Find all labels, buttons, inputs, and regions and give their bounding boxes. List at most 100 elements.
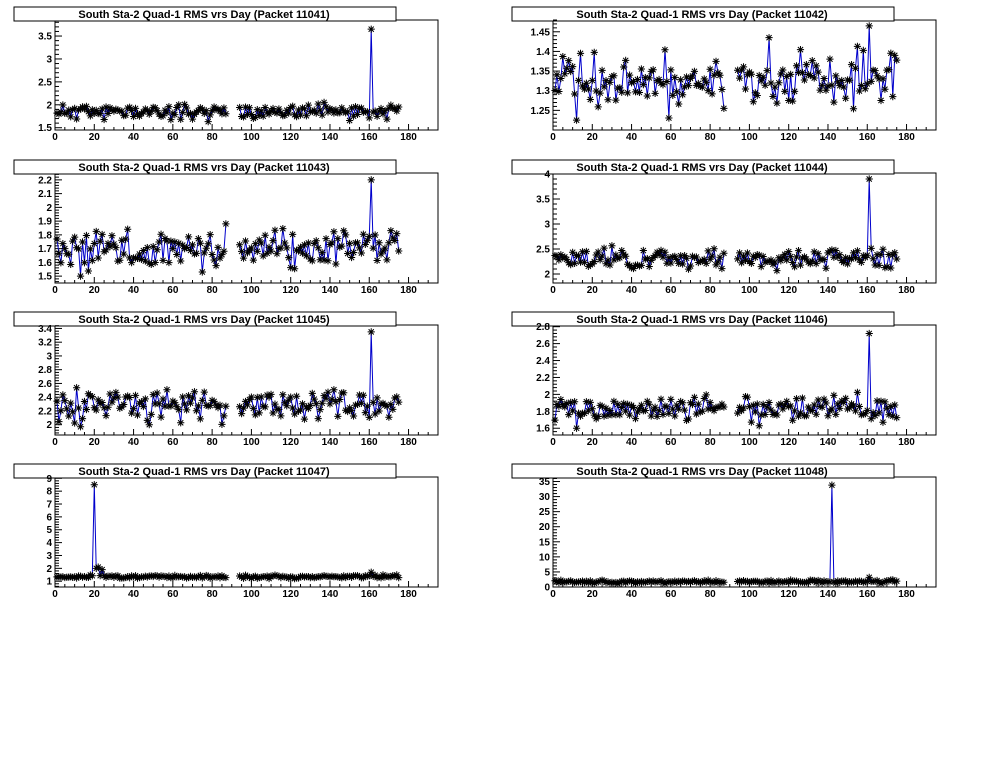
data-point — [190, 573, 199, 581]
data-point — [806, 71, 814, 80]
data-point — [318, 572, 326, 580]
data-point — [322, 394, 330, 402]
data-point — [553, 71, 561, 79]
data-point — [346, 572, 354, 580]
data-point — [686, 578, 695, 586]
data-point — [124, 104, 132, 112]
data-point — [216, 107, 224, 115]
data-point — [294, 106, 303, 114]
data-point — [153, 106, 161, 115]
data-point — [737, 66, 746, 74]
data-point — [777, 70, 785, 78]
data-point — [645, 400, 653, 408]
data-point — [571, 398, 579, 406]
data-point — [590, 48, 598, 56]
data-point — [571, 259, 579, 267]
data-point — [716, 578, 724, 586]
data-point — [555, 87, 563, 96]
data-point — [245, 104, 254, 112]
data-point — [675, 405, 683, 413]
data-point — [218, 110, 226, 118]
data-point — [582, 247, 590, 256]
data-point — [576, 578, 585, 586]
data-point — [665, 254, 673, 262]
data-point — [159, 256, 167, 264]
data-point — [871, 412, 879, 420]
y-tick-label: 5 — [544, 567, 550, 578]
data-point — [855, 402, 863, 411]
data-point — [720, 403, 728, 411]
data-point — [96, 237, 104, 245]
data-point — [312, 109, 320, 117]
data-point — [383, 115, 391, 123]
data-point — [800, 76, 809, 84]
data-point — [171, 110, 179, 119]
data-point — [137, 255, 146, 264]
data-point — [849, 249, 858, 257]
data-point — [602, 260, 610, 268]
data-point — [114, 393, 122, 401]
data-point — [289, 230, 297, 239]
data-point — [669, 405, 677, 413]
data-point — [576, 258, 585, 266]
data-point — [208, 250, 216, 259]
data-point — [186, 399, 195, 407]
data-point — [310, 106, 318, 114]
data-point — [344, 407, 352, 416]
data-point — [869, 409, 877, 417]
data-point — [822, 86, 830, 94]
data-point — [73, 115, 81, 123]
data-point — [247, 110, 256, 119]
data-point — [763, 403, 771, 411]
data-point — [718, 400, 726, 408]
data-point — [279, 391, 287, 399]
data-point — [875, 75, 883, 83]
data-point — [828, 81, 836, 89]
data-point — [775, 401, 783, 409]
data-point — [147, 260, 155, 269]
data-point — [100, 404, 108, 412]
x-tick-label: 80 — [705, 132, 717, 143]
data-point — [887, 264, 895, 272]
data-point — [346, 404, 354, 412]
data-point — [71, 419, 79, 427]
data-point — [310, 239, 318, 248]
data-point — [198, 268, 206, 276]
data-point — [849, 402, 858, 410]
data-point — [145, 421, 153, 429]
data-point — [616, 578, 624, 586]
data-point — [785, 248, 793, 256]
data-point — [832, 246, 840, 255]
data-point — [810, 248, 818, 256]
x-tick-label: 40 — [128, 132, 140, 143]
data-point — [826, 55, 834, 63]
x-tick-label: 20 — [587, 132, 599, 143]
data-point — [606, 261, 614, 269]
data-point — [763, 66, 771, 75]
data-point — [361, 409, 369, 417]
data-point — [271, 108, 279, 116]
data-point — [122, 573, 130, 582]
data-point — [281, 399, 289, 407]
data-point — [277, 574, 285, 582]
data-point — [84, 108, 92, 116]
data-point — [206, 111, 214, 119]
data-point — [757, 411, 765, 419]
data-point — [379, 247, 387, 255]
x-tick-label: 60 — [167, 285, 179, 296]
data-point — [673, 255, 681, 264]
data-point — [671, 73, 679, 82]
data-point — [708, 90, 716, 98]
data-point — [643, 92, 651, 100]
data-point — [59, 391, 67, 399]
data-point — [128, 409, 136, 417]
data-point — [580, 409, 589, 417]
data-point — [749, 401, 757, 409]
data-point — [612, 410, 620, 419]
data-point — [847, 255, 856, 263]
x-tick-label: 0 — [52, 285, 58, 296]
data-point — [657, 395, 665, 403]
data-point — [67, 399, 75, 407]
data-point — [692, 253, 700, 261]
data-point — [112, 388, 120, 397]
